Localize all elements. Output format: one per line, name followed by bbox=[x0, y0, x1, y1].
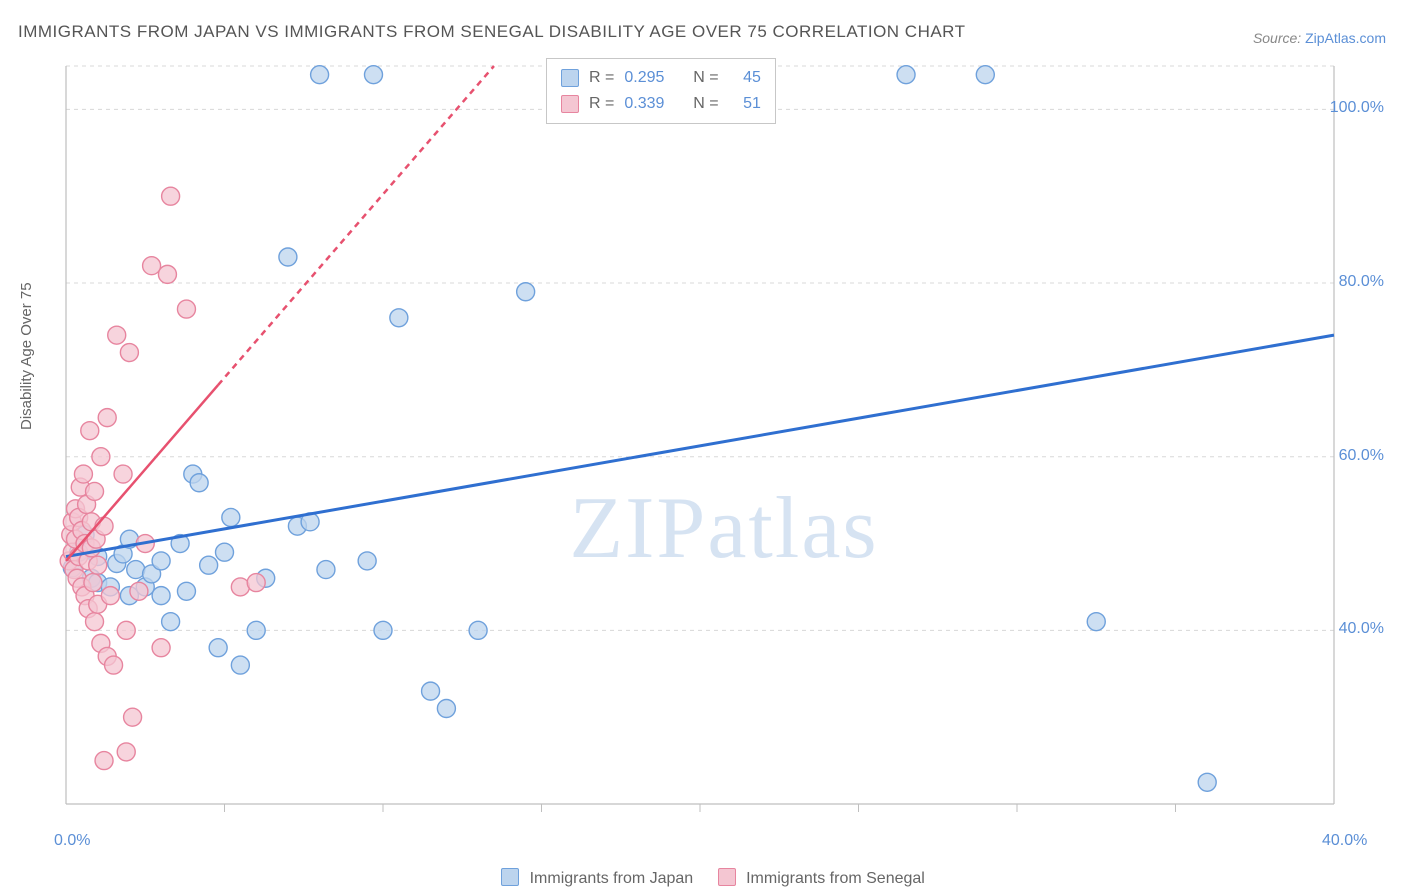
r-label: R = bbox=[589, 91, 614, 117]
source-credit: Source: ZipAtlas.com bbox=[1253, 30, 1386, 46]
n-value-series-1: 51 bbox=[743, 91, 761, 117]
n-value-series-0: 45 bbox=[743, 65, 761, 91]
n-label: N = bbox=[693, 91, 718, 117]
bottom-swatch-0 bbox=[501, 868, 519, 886]
chart-title: IMMIGRANTS FROM JAPAN VS IMMIGRANTS FROM… bbox=[18, 22, 966, 42]
r-value-series-1: 0.339 bbox=[624, 91, 664, 117]
x-tick-label: 40.0% bbox=[1322, 832, 1367, 850]
bottom-legend-label-1: Immigrants from Senegal bbox=[746, 870, 925, 887]
bottom-swatch-1 bbox=[718, 868, 736, 886]
n-label: N = bbox=[693, 65, 718, 91]
scatter-chart-svg bbox=[54, 58, 1394, 848]
chart-plot-area: ZIPatlas 40.0%60.0%80.0%100.0% 0.0%40.0% bbox=[54, 58, 1394, 848]
y-tick-label: 60.0% bbox=[1339, 447, 1384, 465]
source-label: Source: bbox=[1253, 30, 1301, 46]
legend-swatch-series-1 bbox=[561, 95, 579, 113]
r-label: R = bbox=[589, 65, 614, 91]
y-tick-label: 100.0% bbox=[1330, 99, 1384, 117]
legend-swatch-series-0 bbox=[561, 69, 579, 87]
r-value-series-0: 0.295 bbox=[624, 65, 664, 91]
source-link[interactable]: ZipAtlas.com bbox=[1305, 30, 1386, 46]
stats-row-series-0: R = 0.295 N = 45 bbox=[561, 65, 761, 91]
y-tick-label: 40.0% bbox=[1339, 620, 1384, 638]
x-tick-label: 0.0% bbox=[54, 832, 90, 850]
stats-row-series-1: R = 0.339 N = 51 bbox=[561, 91, 761, 117]
bottom-legend-label-0: Immigrants from Japan bbox=[530, 870, 694, 887]
bottom-legend: Immigrants from Japan Immigrants from Se… bbox=[0, 868, 1406, 888]
correlation-stats-box: R = 0.295 N = 45 R = 0.339 N = 51 bbox=[546, 58, 776, 124]
y-axis-label: Disability Age Over 75 bbox=[18, 282, 35, 430]
y-tick-label: 80.0% bbox=[1339, 273, 1384, 291]
